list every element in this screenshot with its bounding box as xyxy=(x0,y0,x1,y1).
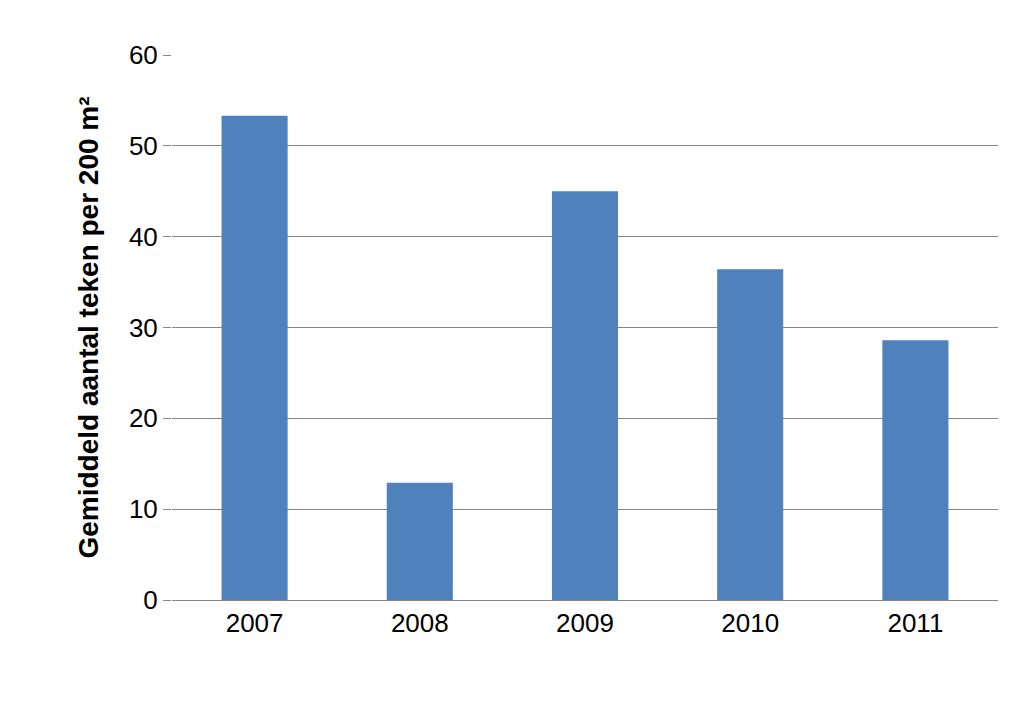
svg-text:20: 20 xyxy=(129,403,158,433)
svg-text:2011: 2011 xyxy=(887,608,943,638)
svg-text:60: 60 xyxy=(129,40,158,70)
svg-text:2008: 2008 xyxy=(391,608,449,638)
svg-text:2009: 2009 xyxy=(556,608,614,638)
svg-text:Gemiddeld aantal teken per 200: Gemiddeld aantal teken per 200 m² xyxy=(73,96,104,558)
svg-text:40: 40 xyxy=(129,222,158,252)
svg-text:2007: 2007 xyxy=(226,608,284,638)
svg-text:0: 0 xyxy=(143,585,157,615)
svg-text:2010: 2010 xyxy=(721,608,779,638)
svg-text:30: 30 xyxy=(129,313,158,343)
svg-text:50: 50 xyxy=(129,131,158,161)
svg-text:10: 10 xyxy=(129,494,158,524)
